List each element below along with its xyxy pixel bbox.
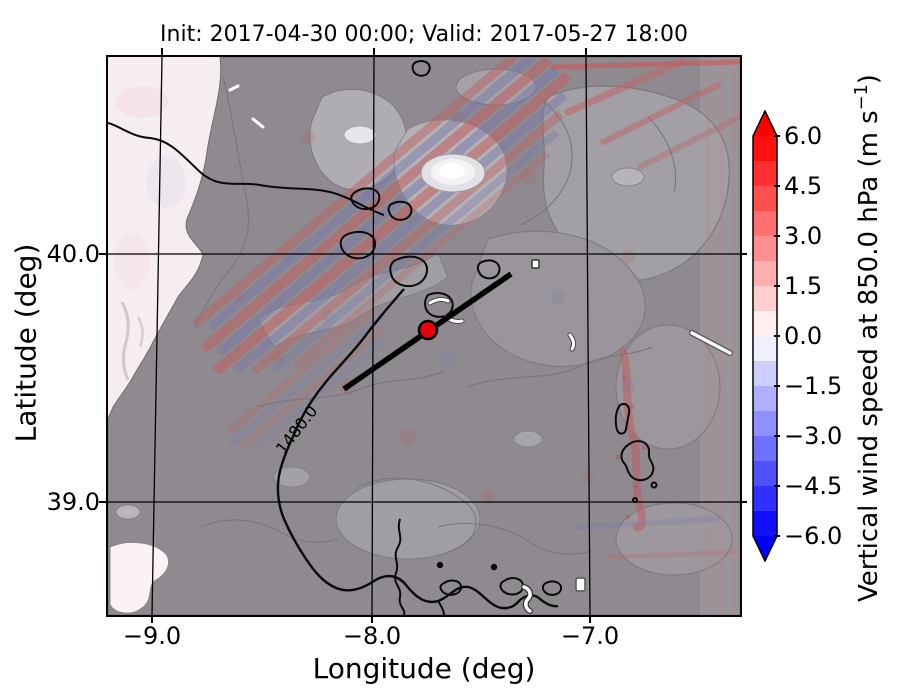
field-mottling [232, 111, 647, 520]
cross-section-marker [417, 319, 439, 341]
y-tick-label: 39.0 [46, 488, 100, 516]
colorbar-tick [774, 335, 780, 337]
x-tick-label: −7.0 [560, 622, 620, 650]
colorbar-label: Vertical wind speed at 850.0 hPa (m s−1) [852, 74, 884, 602]
x-tick-label: −9.0 [122, 622, 182, 650]
y-tick-mark-right [740, 253, 747, 255]
lowland-lake-patch [109, 541, 170, 614]
colorbar-tick [774, 385, 780, 387]
white-marks [228, 84, 733, 614]
x-tick-mark-top [585, 48, 587, 55]
colorbar-tick [774, 185, 780, 187]
geopotential-contours [107, 60, 658, 616]
wave-bands-lower [226, 307, 386, 452]
terrain-contour-lines [193, 76, 677, 555]
colorbar-tick [774, 535, 780, 537]
x-axis-label: Longitude (deg) [312, 652, 536, 685]
y-tick-mark-right [740, 501, 747, 503]
colorbar [752, 110, 778, 562]
contour-1480 [276, 288, 559, 610]
colorbar-label-suffix: ) [853, 74, 884, 85]
y-tick-mark [99, 253, 106, 255]
colorbar-label-text: Vertical wind speed at 850.0 hPa (m s [853, 110, 884, 602]
bright-summit-patch [343, 125, 486, 193]
colorbar-tick-label: 0.0 [784, 322, 823, 350]
colorbar-tick-label: −4.5 [784, 472, 843, 500]
meridian-minus9 [151, 56, 163, 616]
colorbar-tick [774, 485, 780, 487]
colorbar-tick [774, 135, 780, 137]
grid-lines [108, 56, 740, 616]
ocean-tints [114, 86, 186, 381]
x-tick-mark-top [373, 48, 375, 55]
colorbar-label-superscript: −1 [852, 84, 873, 111]
y-tick-mark [99, 501, 106, 503]
y-tick-label: 40.0 [46, 240, 100, 268]
colorbar-arrow-up [753, 111, 777, 136]
x-tick-label: −8.0 [342, 622, 402, 650]
meridian-minus8 [371, 56, 375, 616]
x-tick-mark [371, 616, 373, 623]
colorbar-tick [774, 285, 780, 287]
colorbar-tick-label: −1.5 [784, 372, 843, 400]
map-plot: 1480.0 [107, 56, 741, 616]
colorbar-tick-label: −3.0 [784, 422, 843, 450]
colorbar-tick [774, 435, 780, 437]
colorbar-tick-label: 4.5 [784, 172, 823, 200]
x-tick-mark [151, 616, 153, 623]
colorbar-tick-label: −6.0 [784, 522, 843, 550]
x-tick-mark-top [161, 48, 163, 55]
plot-title: Init: 2017-04-30 00:00; Valid: 2017-05-2… [160, 22, 688, 47]
meridian-minus7 [585, 56, 591, 616]
wave-bands [192, 57, 572, 376]
colorbar-tick-label: 6.0 [784, 122, 823, 150]
y-axis-label: Latitude (deg) [9, 243, 43, 443]
small-lowland-patch [115, 504, 141, 520]
colorbar-tick-label: 1.5 [784, 272, 823, 300]
x-tick-mark [589, 616, 591, 623]
colorbar-arrow-down [753, 536, 777, 561]
updraft-streaks [550, 57, 740, 615]
colorbar-bands [753, 136, 777, 536]
colorbar-tick [774, 235, 780, 237]
map-canvas: 1480.0 [107, 56, 741, 616]
colorbar-tick-label: 3.0 [784, 222, 823, 250]
